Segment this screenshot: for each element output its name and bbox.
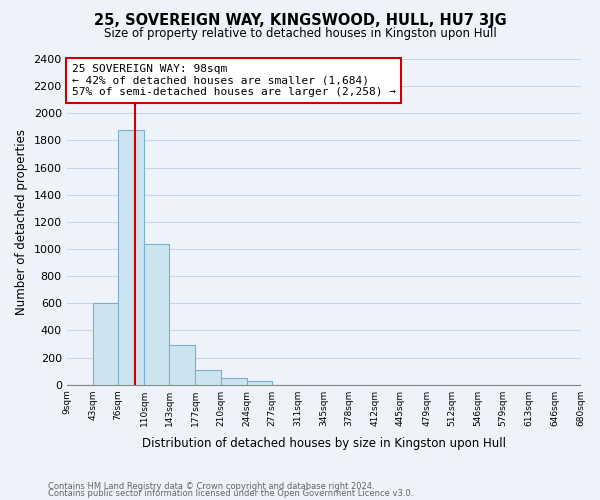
Text: Size of property relative to detached houses in Kingston upon Hull: Size of property relative to detached ho… — [104, 28, 496, 40]
Bar — [221, 378, 247, 384]
Bar — [93, 303, 118, 384]
Bar — [169, 346, 196, 385]
Y-axis label: Number of detached properties: Number of detached properties — [15, 129, 28, 315]
X-axis label: Distribution of detached houses by size in Kingston upon Hull: Distribution of detached houses by size … — [142, 437, 506, 450]
Bar — [118, 130, 144, 384]
Text: Contains HM Land Registry data © Crown copyright and database right 2024.: Contains HM Land Registry data © Crown c… — [48, 482, 374, 491]
Bar — [247, 382, 272, 384]
Text: 25, SOVEREIGN WAY, KINGSWOOD, HULL, HU7 3JG: 25, SOVEREIGN WAY, KINGSWOOD, HULL, HU7 … — [94, 12, 506, 28]
Text: Contains public sector information licensed under the Open Government Licence v3: Contains public sector information licen… — [48, 490, 413, 498]
Bar — [196, 370, 221, 384]
Bar — [144, 244, 169, 384]
Text: 25 SOVEREIGN WAY: 98sqm
← 42% of detached houses are smaller (1,684)
57% of semi: 25 SOVEREIGN WAY: 98sqm ← 42% of detache… — [72, 64, 396, 97]
